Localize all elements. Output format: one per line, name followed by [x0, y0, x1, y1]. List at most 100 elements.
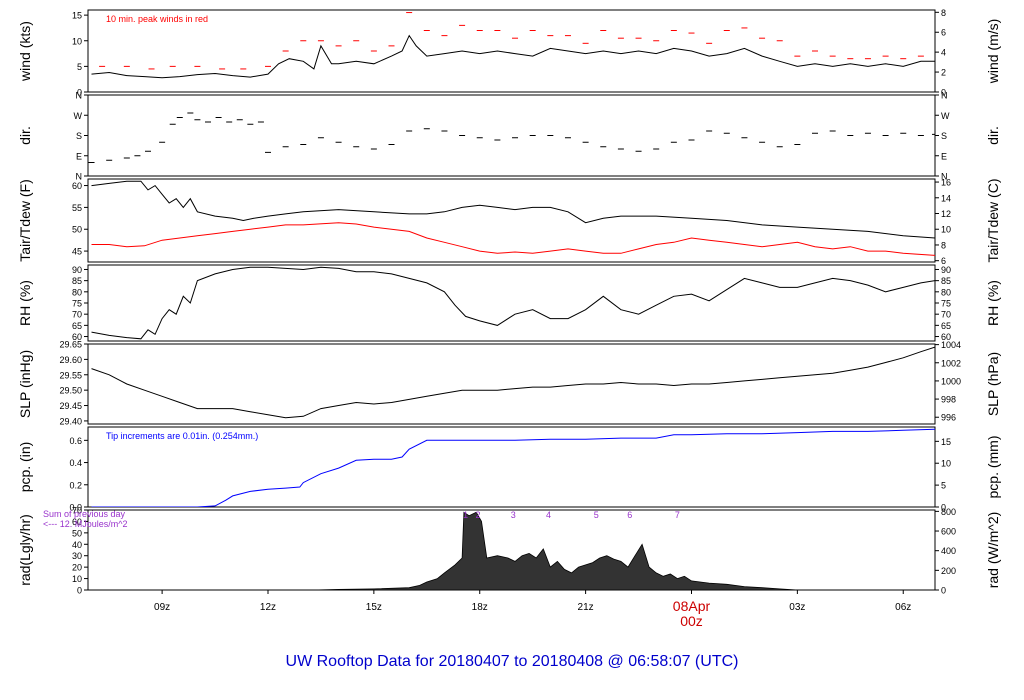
- panel-1: dir. dir.N NE ES SW WN N: [17, 91, 1001, 182]
- y-tick-label-right: N: [941, 91, 948, 101]
- x-axis: 09z 12z 15z 18z 21z 00z 03z 06z 08Apr: [154, 590, 911, 629]
- y-tick-label-left: 0.4: [69, 458, 82, 468]
- y-tick-label-left: 15: [72, 11, 82, 21]
- y-tick-label-left: 29.60: [59, 355, 82, 365]
- series-line-Tdew: [91, 222, 935, 256]
- y-tick-label-left: 0: [77, 88, 82, 98]
- hour-marker: 5: [594, 510, 599, 520]
- series-line-Tair: [91, 180, 935, 239]
- y-tick-label-left: 10: [72, 36, 82, 46]
- y-tick-label-left: W: [74, 111, 83, 121]
- y-tick-label-right: 2: [941, 68, 946, 78]
- y-tick-label-right: 4: [941, 48, 946, 58]
- y-tick-label-left: 75: [72, 299, 82, 309]
- y-tick-label-left: 55: [72, 203, 82, 213]
- y-tick-label-right: 5: [941, 481, 946, 491]
- x-tick-label: 03z: [789, 602, 805, 613]
- y-tick-label-left: 0.0: [69, 503, 82, 513]
- y-tick-label-left: 29.40: [59, 416, 82, 426]
- y-tick-label-right: 996: [941, 413, 956, 423]
- y-tick-label-left: 50: [72, 225, 82, 235]
- y-label-left: RH (%): [17, 280, 33, 326]
- y-tick-label-right: 8: [941, 8, 946, 18]
- hour-marker: 1: [463, 510, 468, 520]
- x-tick-label: 12z: [260, 602, 276, 613]
- y-tick-label-left: 70: [72, 506, 82, 516]
- series-line-0: [91, 266, 935, 340]
- y-label-left: pcp. (in): [17, 442, 33, 493]
- y-tick-label-left: 65: [72, 321, 82, 331]
- y-tick-label-left: 60: [72, 181, 82, 191]
- y-tick-label-right: 998: [941, 395, 956, 405]
- radiation-area: [313, 511, 798, 590]
- y-tick-label-left: 50: [72, 528, 82, 538]
- y-tick-label-right: 6: [941, 256, 946, 266]
- y-tick-label-right: 1002: [941, 358, 961, 368]
- panel-frame: [87, 264, 936, 342]
- y-tick-label-left: 20: [72, 563, 82, 573]
- y-label-right: pcp. (mm): [985, 436, 1001, 499]
- y-tick-label-left: S: [76, 131, 82, 141]
- panel-frame: [87, 343, 936, 425]
- y-tick-label-right: 600: [941, 527, 956, 537]
- y-tick-label-right: 14: [941, 193, 951, 203]
- y-tick-label-right: 15: [941, 437, 951, 447]
- y-tick-label-left: N: [76, 172, 83, 182]
- y-tick-label-left: 45: [72, 247, 82, 257]
- y-tick-label-right: S: [941, 131, 947, 141]
- panel-frame: [87, 94, 936, 177]
- y-label-left: dir.: [17, 126, 33, 145]
- x-tick-label: 21z: [578, 602, 594, 613]
- x-tick-label: 15z: [366, 602, 382, 613]
- y-tick-label-right: 65: [941, 321, 951, 331]
- y-tick-label-right: E: [941, 151, 947, 161]
- plot-area: [91, 12, 935, 79]
- hour-marker: 7: [675, 510, 680, 520]
- y-tick-label-left: 80: [72, 287, 82, 297]
- y-tick-label-right: 0: [941, 88, 946, 98]
- y-tick-label-right: 75: [941, 299, 951, 309]
- panel-frame: [87, 426, 936, 508]
- hour-marker: 3: [511, 510, 516, 520]
- panel-5: pcp. (in) pcp. (mm) 0.0 0.2 0.4 0.6 0 5 10 15 Tip …: [17, 426, 1001, 513]
- y-label-left: wind (kts): [17, 21, 33, 82]
- y-label-right: SLP (hPa): [985, 352, 1001, 416]
- y-tick-label-left: 0.2: [69, 480, 82, 490]
- panel-frame: [87, 9, 936, 93]
- y-tick-label-right: 400: [941, 546, 956, 556]
- y-tick-label-right: 0: [941, 503, 946, 513]
- y-tick-label-left: 29.50: [59, 386, 82, 396]
- y-tick-label-right: 800: [941, 507, 956, 517]
- hour-marker: 2: [475, 510, 480, 520]
- series-line-0: [91, 428, 935, 507]
- hour-marker: 6: [627, 510, 632, 520]
- y-label-left: SLP (inHg): [17, 350, 33, 418]
- y-tick-label-left: 0: [77, 586, 82, 596]
- series-line-0: [91, 346, 935, 419]
- y-label-left: rad(Lgly/hr): [17, 514, 33, 586]
- x-tick-label: 09z: [154, 602, 170, 613]
- radiation-note: <--- 12. MJoules/m^2: [43, 519, 128, 529]
- y-tick-label-right: 80: [941, 287, 951, 297]
- y-tick-label-right: 12: [941, 209, 951, 219]
- y-tick-label-right: 90: [941, 265, 951, 275]
- plot-area: [91, 428, 935, 507]
- x-tick-label: 00z: [680, 613, 703, 629]
- y-tick-label-right: 10: [941, 225, 951, 235]
- y-tick-label-right: 200: [941, 566, 956, 576]
- y-tick-label-left: 85: [72, 276, 82, 286]
- y-tick-label-right: 0: [941, 586, 946, 596]
- y-tick-label-left: 70: [72, 310, 82, 320]
- y-label-right: rad (W/m^2): [985, 512, 1001, 589]
- y-label-right: dir.: [985, 126, 1001, 145]
- y-tick-label-right: 85: [941, 276, 951, 286]
- y-label-right: Tair/Tdew (C): [985, 178, 1001, 262]
- y-tick-label-right: 10: [941, 459, 951, 469]
- radiation-note: Sum of previous day: [43, 509, 126, 519]
- y-tick-label-left: 30: [72, 551, 82, 561]
- panel-0: wind (kts) wind (m/s) 0 5 10 15 0 2 4 6 8 10 min. p…: [17, 8, 1001, 98]
- y-tick-label-left: N: [76, 91, 83, 101]
- y-tick-label-left: 29.45: [59, 401, 82, 411]
- panel-4: SLP (inHg) SLP (hPa) 29.40 29.45 29.50 29.55 2…: [17, 340, 1001, 427]
